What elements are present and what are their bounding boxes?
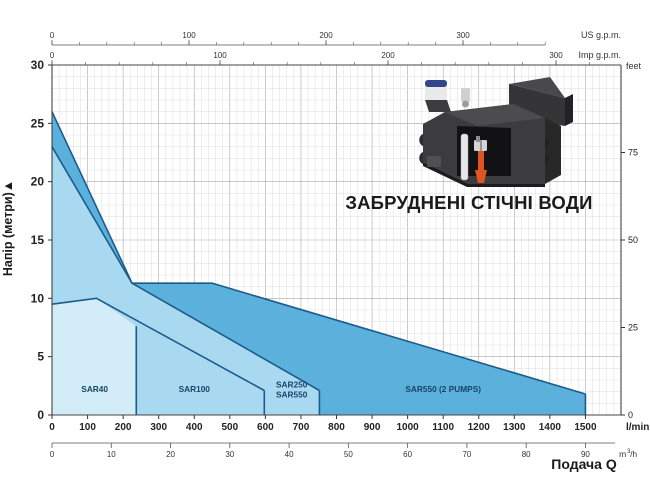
svg-text:300: 300	[456, 31, 470, 40]
svg-text:400: 400	[186, 422, 203, 433]
svg-text:800: 800	[328, 422, 345, 433]
svg-text:20: 20	[31, 175, 45, 189]
svg-text:/h: /h	[630, 449, 637, 459]
svg-text:Напір (метри)▲: Напір (метри)▲	[1, 180, 15, 276]
svg-text:300: 300	[549, 51, 563, 60]
svg-text:500: 500	[221, 422, 238, 433]
svg-text:SAR550 (2 PUMPS): SAR550 (2 PUMPS)	[405, 384, 481, 394]
svg-text:50: 50	[628, 235, 638, 245]
svg-text:70: 70	[462, 450, 471, 459]
svg-text:25: 25	[31, 116, 45, 130]
svg-text:l/min: l/min	[626, 422, 649, 433]
svg-text:100: 100	[213, 51, 227, 60]
svg-text:0: 0	[628, 410, 633, 420]
svg-text:50: 50	[344, 450, 353, 459]
svg-text:SAR40: SAR40	[81, 384, 108, 394]
svg-text:40: 40	[285, 450, 294, 459]
svg-text:25: 25	[628, 323, 638, 333]
svg-text:60: 60	[403, 450, 412, 459]
svg-text:1100: 1100	[432, 422, 454, 433]
svg-text:m: m	[619, 449, 626, 459]
svg-text:30: 30	[225, 450, 234, 459]
svg-text:SAR100: SAR100	[179, 384, 211, 394]
svg-text:SAR550: SAR550	[276, 390, 308, 400]
svg-text:0: 0	[37, 408, 44, 422]
svg-text:15: 15	[31, 233, 45, 247]
svg-text:Подача Q: Подача Q	[551, 456, 617, 472]
svg-text:1300: 1300	[503, 422, 526, 433]
svg-text:0: 0	[50, 31, 55, 40]
svg-text:5: 5	[37, 350, 44, 364]
svg-text:0: 0	[50, 51, 55, 60]
svg-text:30: 30	[31, 58, 45, 72]
svg-text:10: 10	[107, 450, 116, 459]
svg-text:ЗАБРУДНЕНІ СТІЧНІ ВОДИ: ЗАБРУДНЕНІ СТІЧНІ ВОДИ	[345, 192, 592, 213]
svg-text:10: 10	[31, 291, 45, 305]
svg-text:1500: 1500	[574, 422, 597, 433]
svg-text:700: 700	[293, 422, 310, 433]
svg-text:100: 100	[79, 422, 96, 433]
svg-text:0: 0	[50, 450, 55, 459]
svg-text:Imp g.p.m.: Imp g.p.m.	[578, 50, 621, 60]
svg-text:80: 80	[522, 450, 531, 459]
svg-text:1200: 1200	[468, 422, 491, 433]
svg-text:200: 200	[381, 51, 395, 60]
svg-text:900: 900	[364, 422, 381, 433]
svg-text:1400: 1400	[539, 422, 562, 433]
svg-text:1000: 1000	[396, 422, 419, 433]
svg-text:75: 75	[628, 148, 638, 158]
svg-text:US g.p.m.: US g.p.m.	[581, 30, 621, 40]
svg-text:600: 600	[257, 422, 274, 433]
svg-text:feet: feet	[626, 61, 642, 71]
svg-text:300: 300	[150, 422, 167, 433]
svg-text:20: 20	[166, 450, 175, 459]
svg-text:200: 200	[319, 31, 333, 40]
svg-text:0: 0	[49, 422, 55, 433]
svg-text:100: 100	[182, 31, 196, 40]
svg-text:200: 200	[115, 422, 132, 433]
svg-text:SAR250: SAR250	[276, 380, 308, 390]
